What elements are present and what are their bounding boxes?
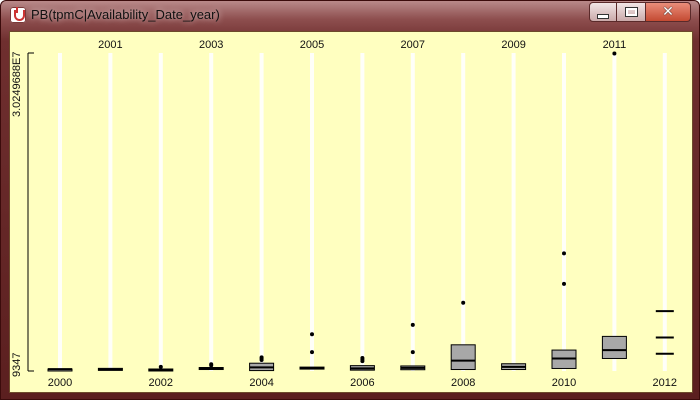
y-axis-min-label: 9347: [11, 353, 23, 377]
window-controls: ✕: [589, 2, 691, 24]
box-2002[interactable]: [148, 364, 174, 372]
year-label-2006: 2006: [350, 377, 374, 389]
box-2007[interactable]: [400, 322, 426, 371]
box-2010[interactable]: [551, 251, 577, 369]
maximize-icon: [625, 8, 637, 16]
box-2003[interactable]: [198, 362, 224, 371]
year-label-2009: 2009: [501, 39, 525, 51]
box-2004[interactable]: [249, 355, 275, 372]
year-label-2008: 2008: [451, 377, 475, 389]
outlier-2008-0: [461, 300, 466, 305]
outlier-2010-0: [562, 281, 566, 286]
year-label-2000: 2000: [48, 377, 72, 389]
box-2009[interactable]: [501, 363, 527, 371]
year-labels: 2000 2001 2002 2003 2004 2005 2006 2007 2008 2009…: [48, 39, 677, 389]
box-2001[interactable]: [97, 367, 123, 371]
year-label-2007: 2007: [401, 39, 425, 51]
outlier-2005-1: [310, 332, 314, 337]
box-2012[interactable]: [655, 310, 674, 355]
outlier-2011-0: [612, 51, 617, 56]
box-2011[interactable]: [601, 51, 627, 359]
outlier-2003-1: [209, 362, 214, 367]
outlier-2007-1: [410, 322, 415, 327]
year-label-2003: 2003: [199, 39, 223, 51]
y-axis: 3.0249688E7 9347: [11, 52, 34, 377]
close-button[interactable]: ✕: [645, 2, 691, 22]
close-icon: ✕: [662, 4, 674, 20]
year-label-2005: 2005: [300, 39, 324, 51]
title-bar[interactable]: PB(tpmC|Availability_Date_year) ✕: [1, 1, 700, 31]
outlier-2004-2: [259, 355, 264, 360]
iqr-box-2008: [450, 344, 476, 371]
iqr-box-2011: [601, 335, 627, 359]
outlier-2010-1: [562, 251, 566, 256]
maximize-button[interactable]: [617, 2, 645, 22]
box-2008[interactable]: [450, 300, 476, 371]
minimize-icon: [598, 14, 608, 18]
y-axis-max-label: 3.0249688E7: [11, 52, 23, 117]
year-label-2012: 2012: [653, 377, 677, 389]
window-title: PB(tpmC|Availability_Date_year): [31, 7, 220, 22]
box-2006[interactable]: [349, 355, 375, 371]
chart-panel: 3.0249688E7 9347 2000 2001 2002 2003 2004 200…: [9, 31, 693, 393]
year-boxes: [47, 51, 674, 372]
outlier-2007-0: [410, 350, 415, 355]
outlier-2006-2: [360, 355, 365, 360]
box-2000[interactable]: [47, 368, 73, 372]
outlier-2002-0: [158, 364, 163, 369]
year-guidelines: [58, 53, 667, 371]
outlier-2005-0: [310, 350, 314, 355]
box-2005[interactable]: [299, 332, 325, 370]
year-label-2004: 2004: [249, 377, 273, 389]
year-label-2002: 2002: [149, 377, 173, 389]
boxplot-chart: 3.0249688E7 9347 20002001200220032004200…: [11, 39, 677, 389]
minimize-button[interactable]: [589, 2, 617, 22]
year-label-2001: 2001: [98, 39, 122, 51]
year-label-2011: 2011: [603, 39, 627, 51]
java-app-icon: [10, 7, 26, 23]
year-label-2010: 2010: [552, 377, 576, 389]
